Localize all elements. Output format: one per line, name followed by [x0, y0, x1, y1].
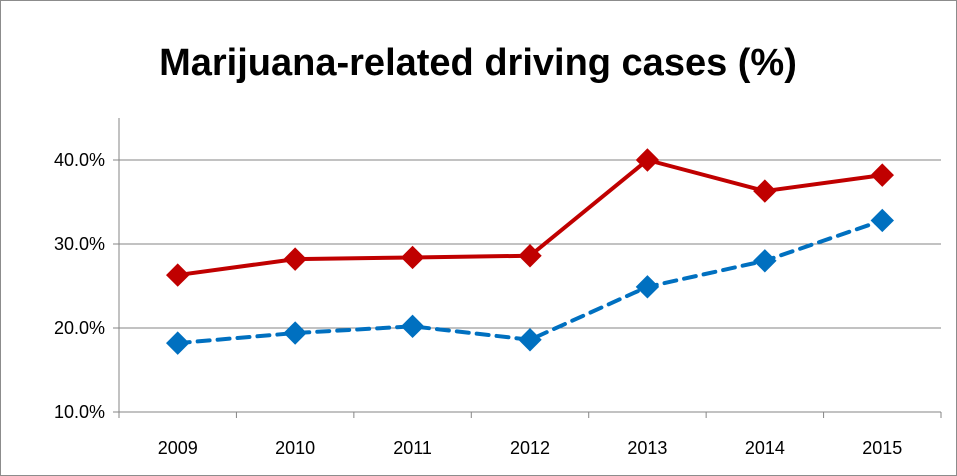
y-tick-label: 40.0% [54, 150, 105, 170]
y-axis-ticks: 10.0% 20.0% 30.0% 40.0% [54, 150, 105, 422]
data-point-diamond [753, 179, 777, 203]
gridlines [119, 159, 941, 329]
data-point-diamond [283, 247, 307, 271]
axes [113, 118, 942, 418]
x-tick-label: 2012 [510, 438, 550, 458]
x-tick-label: 2014 [745, 438, 785, 458]
data-point-diamond [635, 148, 660, 172]
series-2 [166, 208, 894, 355]
data-point-diamond [870, 163, 894, 187]
series-line [175, 218, 885, 346]
data-point-diamond [518, 244, 542, 268]
x-tick-label: 2009 [158, 438, 198, 458]
x-tick-label: 2010 [275, 438, 315, 458]
y-tick-label: 20.0% [54, 318, 105, 338]
data-point-diamond [518, 328, 542, 352]
y-tick-label: 10.0% [54, 402, 105, 422]
data-point-diamond [166, 263, 190, 287]
data-point-diamond [283, 321, 307, 345]
x-tick-label: 2015 [862, 438, 902, 458]
data-point-diamond [166, 331, 190, 355]
chart-title: Marijuana-related driving cases (%) [159, 42, 797, 84]
y-tick-label: 30.0% [54, 234, 105, 254]
series-1 [166, 148, 894, 287]
data-point-diamond [635, 275, 660, 299]
data-point-diamond [400, 245, 425, 270]
x-tick-label: 2013 [627, 438, 667, 458]
series-layer [166, 148, 894, 355]
data-point-diamond [753, 249, 777, 273]
data-point-diamond [870, 208, 894, 233]
x-axis-ticks: 2009 2010 2011 2012 2013 2014 2015 [158, 438, 903, 458]
x-tick-label: 2011 [393, 438, 432, 458]
data-point-diamond [400, 314, 425, 339]
